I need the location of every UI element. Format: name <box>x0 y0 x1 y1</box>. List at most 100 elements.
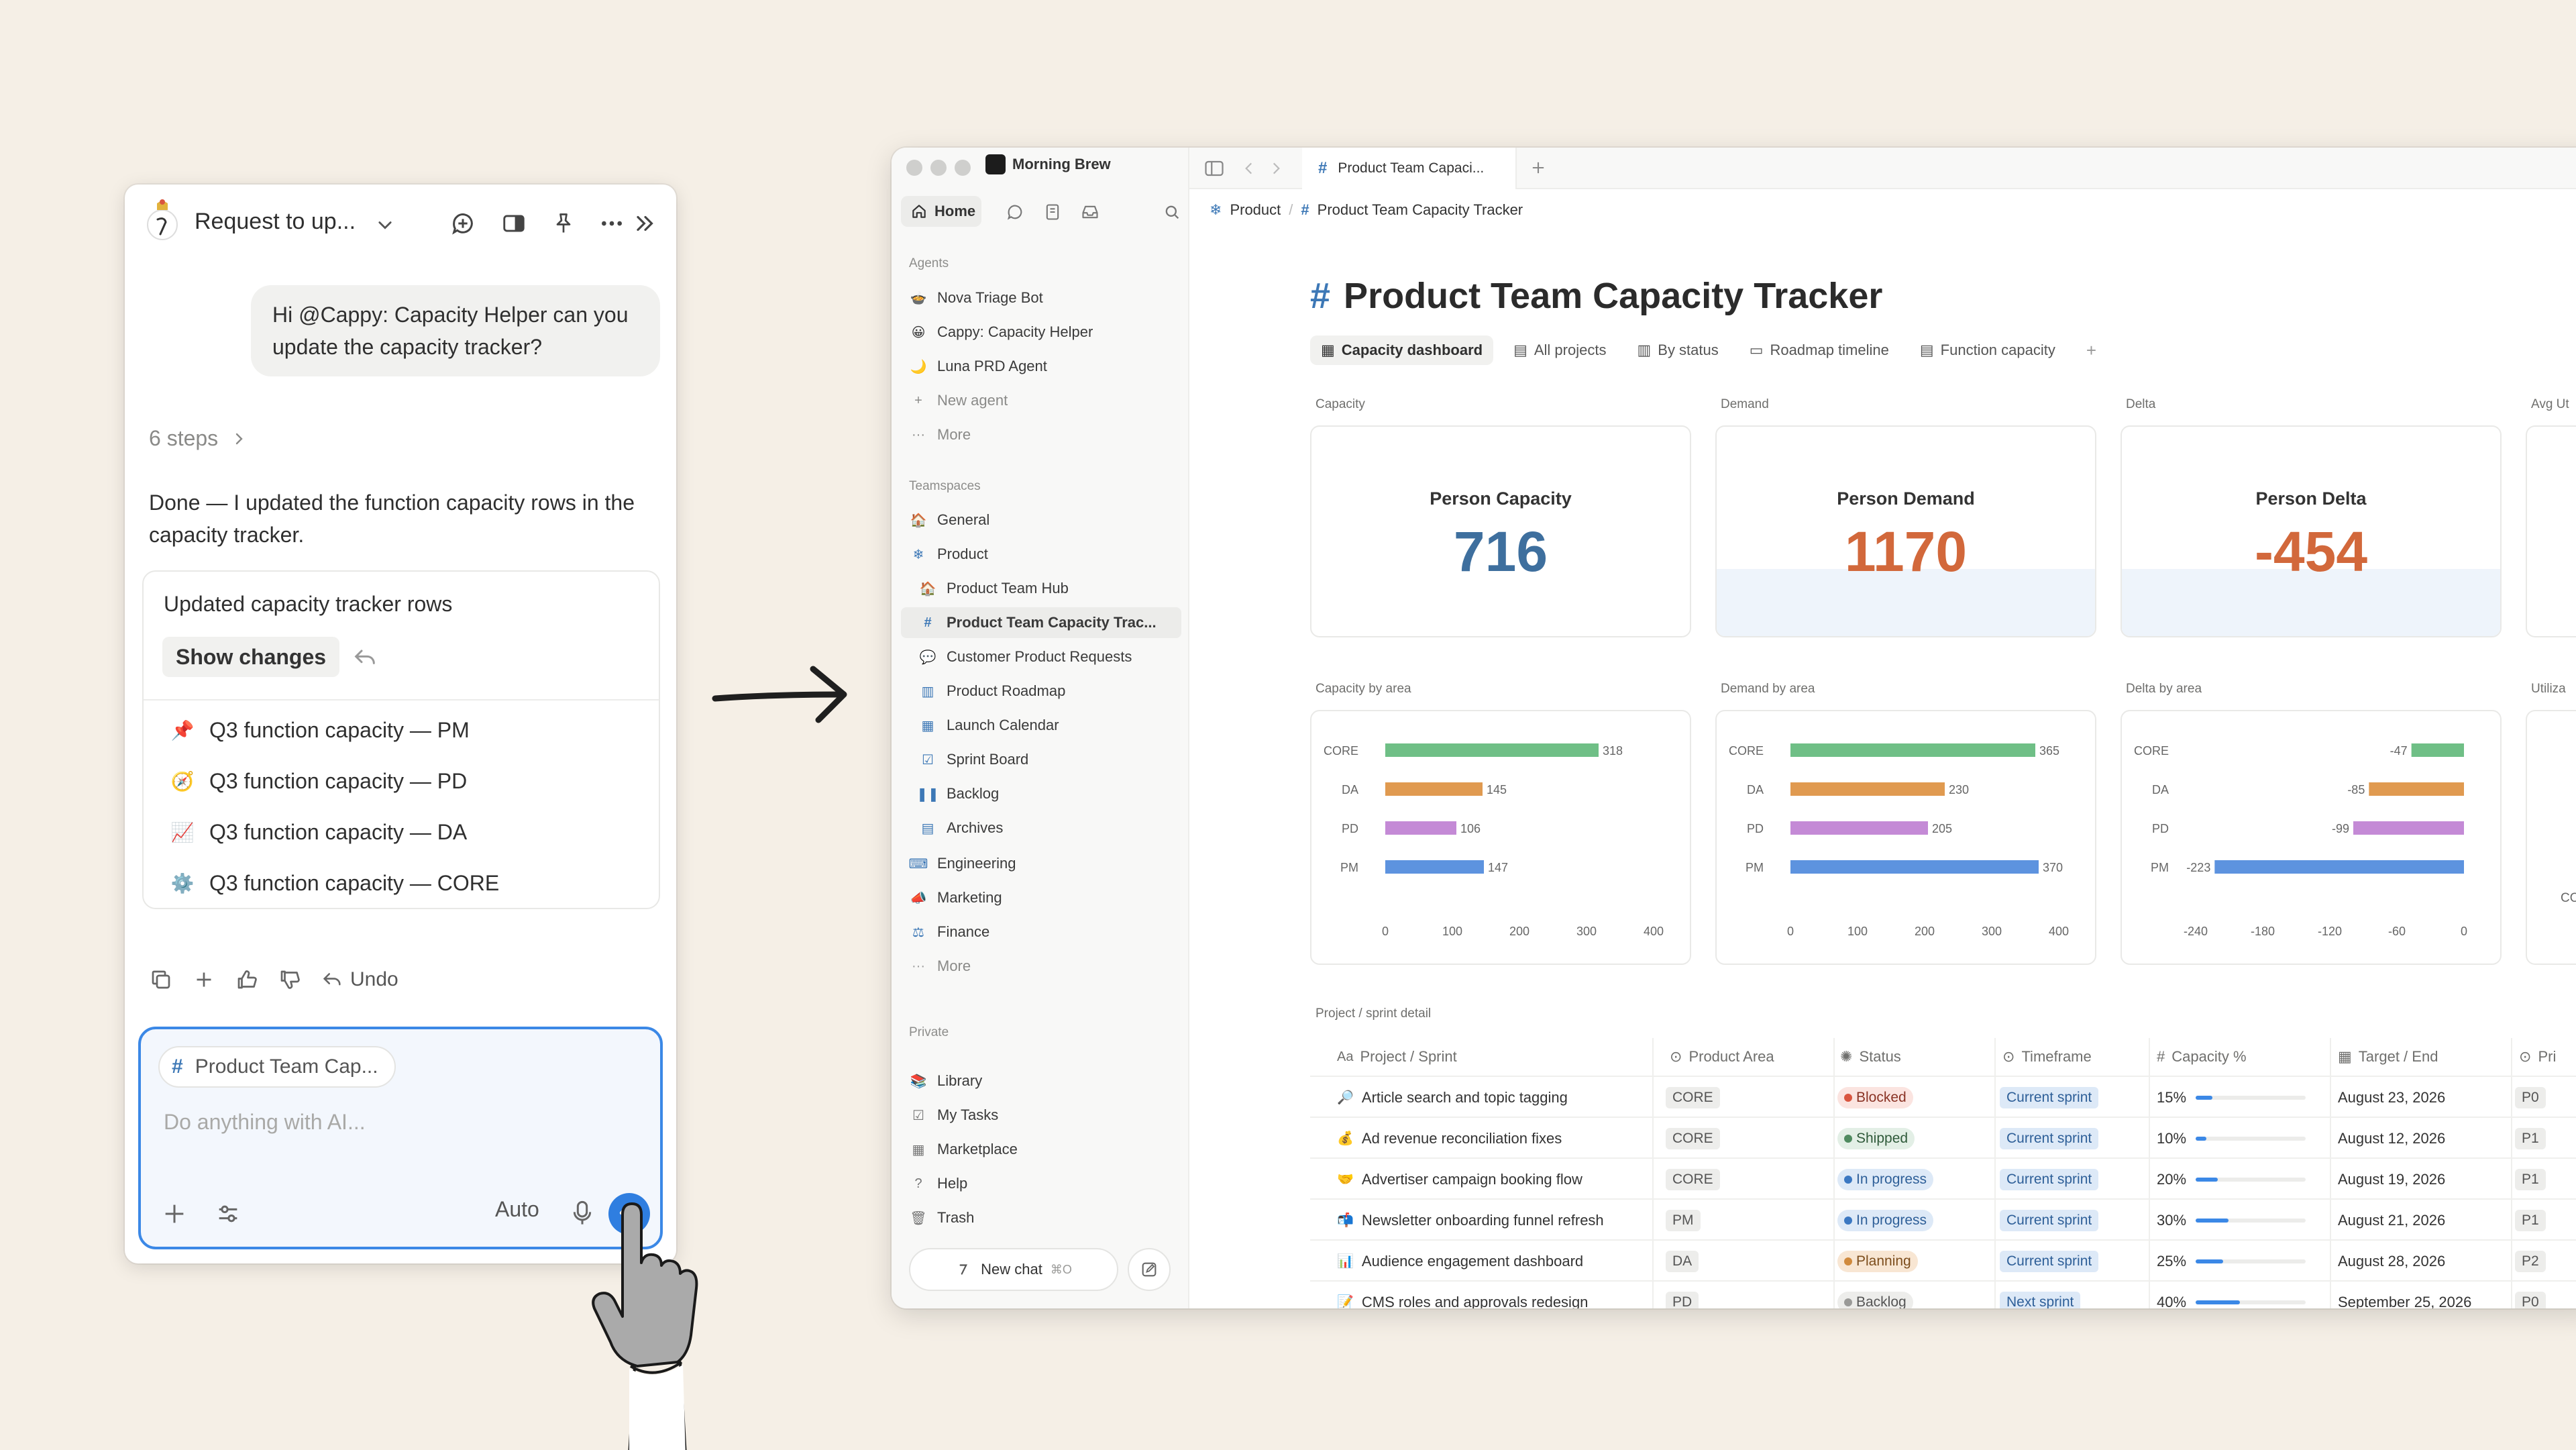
compose-button[interactable] <box>1128 1248 1171 1291</box>
show-changes-button[interactable]: Show changes <box>162 637 340 677</box>
pin-icon[interactable] <box>547 207 580 240</box>
sidebar-item[interactable]: ▦ Launch Calendar <box>901 710 1181 741</box>
area-cell[interactable]: CORE <box>1666 1077 1720 1118</box>
window-zoom-button[interactable] <box>955 160 971 176</box>
sidebar-item-nova[interactable]: 🍲 Nova Triage Bot <box>901 282 1181 313</box>
forward-icon[interactable] <box>1267 160 1285 177</box>
column-header[interactable]: # Capacity % <box>2157 1038 2247 1076</box>
thumbs-down-icon[interactable] <box>278 968 302 992</box>
table-row[interactable]: 💰 Ad revenue reconciliation fixes CORE Ship… <box>1310 1117 2576 1157</box>
priority-cell[interactable]: P1 <box>2515 1200 2546 1241</box>
capacity-cell[interactable]: 30% <box>2157 1200 2306 1241</box>
status-cell[interactable]: Shipped <box>1837 1118 1915 1159</box>
status-cell[interactable]: Backlog <box>1837 1282 1913 1308</box>
changed-row[interactable]: 📈 Q3 function capacity — DA <box>170 820 468 845</box>
priority-cell[interactable]: P2 <box>2515 1241 2546 1282</box>
sidebar-item[interactable]: 🗑 Trash <box>901 1202 1181 1233</box>
sidebar-toggle-icon[interactable] <box>1204 159 1224 178</box>
add-icon[interactable] <box>192 968 216 992</box>
new-chat-button[interactable]: New chat ⌘O <box>909 1248 1118 1291</box>
capacity-cell[interactable]: 15% <box>2157 1077 2306 1118</box>
breadcrumb-parent[interactable]: Product <box>1230 201 1281 218</box>
sidebar-item[interactable]: ··· More <box>901 951 1181 982</box>
window-close-button[interactable] <box>906 160 922 176</box>
date-cell[interactable]: August 12, 2026 <box>2338 1118 2445 1159</box>
column-header[interactable]: ⊙ Timeframe <box>2002 1038 2092 1076</box>
date-cell[interactable]: August 21, 2026 <box>2338 1200 2445 1241</box>
sidebar-item[interactable]: ☑ My Tasks <box>901 1100 1181 1131</box>
sidebar-item[interactable]: ☑ Sprint Board <box>901 744 1181 775</box>
more-options-icon[interactable] <box>596 207 628 240</box>
date-cell[interactable]: September 25, 2026 <box>2338 1282 2471 1309</box>
sidebar-item[interactable]: ⌨ Engineering <box>901 848 1181 879</box>
search-icon[interactable] <box>1163 203 1181 221</box>
new-agent-button[interactable]: + New agent <box>901 385 1181 416</box>
status-cell[interactable]: In progress <box>1837 1200 1934 1241</box>
tab-capacity-dashboard[interactable]: ▦ Capacity dashboard <box>1310 335 1494 365</box>
project-cell[interactable]: 📊 Audience engagement dashboard <box>1337 1241 1583 1282</box>
sidebar-item[interactable]: 💬 Customer Product Requests <box>901 641 1181 672</box>
table-row[interactable]: 📊 Audience engagement dashboard DA Planning… <box>1310 1239 2576 1280</box>
project-cell[interactable]: 📬 Newsletter onboarding funnel refresh <box>1337 1200 1604 1241</box>
capacity-cell[interactable]: 10% <box>2157 1118 2306 1159</box>
sidebar-item[interactable]: ▦ Marketplace <box>901 1134 1181 1165</box>
sidebar-item-home[interactable]: Home <box>901 196 981 227</box>
new-chat-icon[interactable] <box>447 207 479 240</box>
date-cell[interactable]: August 19, 2026 <box>2338 1159 2445 1200</box>
project-cell[interactable]: 📝 CMS roles and approvals redesign <box>1337 1282 1588 1309</box>
status-cell[interactable]: In progress <box>1837 1159 1934 1200</box>
chat-title[interactable]: Request to up... <box>195 209 356 234</box>
column-header[interactable]: ▦ Target / End <box>2338 1038 2438 1076</box>
column-header[interactable]: ✺ Status <box>1840 1038 1901 1076</box>
project-cell[interactable]: 🤝 Advertiser campaign booking flow <box>1337 1159 1582 1200</box>
sidebar-toggle-icon[interactable] <box>498 207 530 240</box>
copy-icon[interactable] <box>149 968 173 992</box>
sidebar-item[interactable]: ? Help <box>901 1168 1181 1199</box>
capacity-cell[interactable]: 20% <box>2157 1159 2306 1200</box>
timeframe-cell[interactable]: Current sprint <box>2000 1118 2099 1159</box>
settings-sliders-icon[interactable] <box>215 1200 241 1227</box>
timeframe-cell[interactable]: Current sprint <box>2000 1241 2099 1282</box>
model-selector[interactable]: Auto <box>495 1197 539 1221</box>
meeting-notes-icon[interactable] <box>1043 203 1062 221</box>
timeframe-cell[interactable]: Next sprint <box>2000 1282 2081 1308</box>
sidebar-item-cappy[interactable]: 😀 Cappy: Capacity Helper <box>901 317 1181 348</box>
capacity-cell[interactable]: 25% <box>2157 1241 2306 1282</box>
tab-all-projects[interactable]: ▤ All projects <box>1503 335 1617 365</box>
priority-cell[interactable]: P1 <box>2515 1159 2546 1200</box>
column-header[interactable]: ⊙ Product Area <box>1670 1038 1774 1076</box>
project-cell[interactable]: 🔎 Article search and topic tagging <box>1337 1077 1568 1118</box>
tab-capacity-tracker[interactable]: # Product Team Capaci... <box>1302 148 1517 189</box>
chat-input[interactable]: Do anything with AI... <box>164 1110 366 1134</box>
changed-row[interactable]: 🧭 Q3 function capacity — PD <box>170 769 468 794</box>
column-header[interactable]: ⊙ Pri <box>2519 1038 2556 1076</box>
sidebar-item[interactable]: # Product Team Capacity Trac... <box>901 607 1181 638</box>
new-tab-icon[interactable] <box>1529 158 1548 177</box>
table-row[interactable]: 🔎 Article search and topic tagging CORE Blo… <box>1310 1076 2576 1117</box>
page-title[interactable]: Product Team Capacity Tracker <box>1344 276 1883 316</box>
table-row[interactable]: 📬 Newsletter onboarding funnel refresh PM I… <box>1310 1198 2576 1239</box>
attach-icon[interactable] <box>161 1200 188 1227</box>
back-icon[interactable] <box>1240 160 1258 177</box>
priority-cell[interactable]: P1 <box>2515 1118 2546 1159</box>
area-cell[interactable]: PM <box>1666 1200 1701 1241</box>
timeframe-cell[interactable]: Current sprint <box>2000 1077 2099 1118</box>
priority-cell[interactable]: P0 <box>2515 1077 2546 1118</box>
steps-toggle[interactable]: 6 steps <box>149 426 247 452</box>
area-cell[interactable]: PD <box>1666 1282 1699 1308</box>
thumbs-up-icon[interactable] <box>235 968 259 992</box>
table-row[interactable]: 📝 CMS roles and approvals redesign PD Backl… <box>1310 1280 2576 1308</box>
sidebar-item[interactable]: ▥ Product Roadmap <box>901 676 1181 707</box>
sidebar-item[interactable]: ▤ Archives <box>901 813 1181 843</box>
sidebar-item[interactable]: 📣 Marketing <box>901 882 1181 913</box>
sidebar-item[interactable]: 🏠 Product Team Hub <box>901 573 1181 604</box>
status-cell[interactable]: Blocked <box>1837 1077 1913 1118</box>
area-cell[interactable]: DA <box>1666 1241 1699 1282</box>
add-view-button[interactable]: + <box>2076 335 2107 365</box>
capacity-cell[interactable]: 40% <box>2157 1282 2306 1308</box>
chevron-down-icon[interactable] <box>369 209 401 241</box>
chat-icon[interactable] <box>1006 203 1024 221</box>
sidebar-item[interactable]: ❄ Product <box>901 539 1181 570</box>
sidebar-item[interactable]: ❚❚ Backlog <box>901 778 1181 809</box>
changed-row[interactable]: 📌 Q3 function capacity — PM <box>170 718 470 743</box>
